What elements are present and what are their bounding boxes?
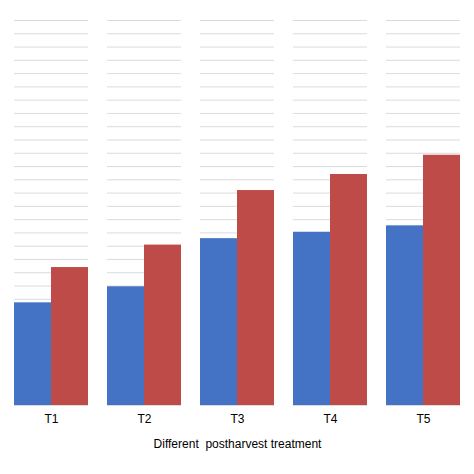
svg-text:T4: T4: [323, 412, 337, 426]
svg-text:T3: T3: [230, 412, 244, 426]
svg-text:T2: T2: [137, 412, 151, 426]
svg-text:Different postharvest treatme: Different postharvest treatment: [154, 437, 323, 451]
svg-text:T5: T5: [416, 412, 430, 426]
svg-text:T1: T1: [44, 412, 58, 426]
